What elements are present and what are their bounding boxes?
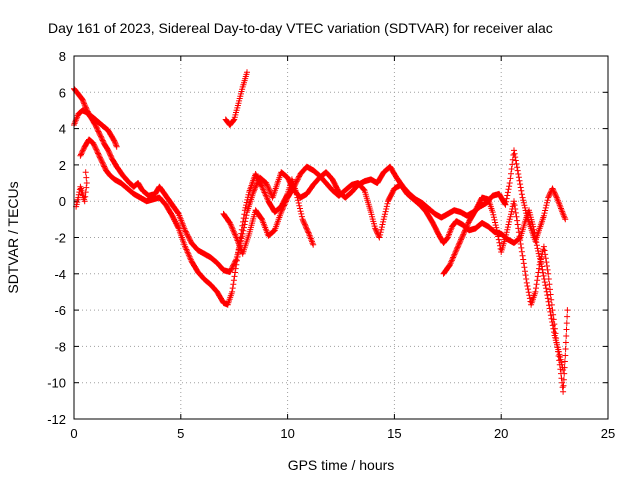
series-marker-path: [73, 169, 90, 210]
series-track-e: [440, 194, 571, 395]
y-tick-label: -6: [54, 303, 66, 318]
y-tick-label: -4: [54, 267, 66, 282]
series-track-b: [71, 107, 569, 275]
y-tick-label: -10: [47, 376, 66, 391]
x-tick-label: 0: [70, 426, 77, 441]
grid: [74, 56, 608, 419]
y-tick-label: -8: [54, 339, 66, 354]
series-track-g: [73, 169, 90, 210]
y-tick-label: 0: [59, 194, 66, 209]
y-axis-title: SDTVAR / TECUs: [5, 181, 21, 293]
series-marker-path: [440, 194, 571, 395]
x-axis-title: GPS time / hours: [288, 457, 395, 473]
series-marker-path: [220, 163, 567, 373]
y-tick-label: 2: [59, 158, 66, 173]
chart-title: Day 161 of 2023, Sidereal Day-to-day VTE…: [48, 20, 553, 36]
y-tick-label: -12: [47, 412, 66, 427]
x-tick-label: 25: [601, 426, 615, 441]
x-tick-label: 15: [387, 426, 401, 441]
plot-frame: [73, 55, 609, 420]
series-marker-path: [222, 69, 250, 128]
series-marker-path: [71, 107, 569, 275]
y-tick-label: 4: [59, 122, 66, 137]
series-track-d: [220, 163, 567, 373]
y-tick-label: -2: [54, 231, 66, 246]
tick-labels: 0 5 10 15 20 25 -12 -10 -8 -6 -4 -2 0 2 4 6 8: [47, 49, 615, 441]
x-tick-label: 10: [280, 426, 294, 441]
x-tick-label: 20: [494, 426, 508, 441]
series-track-f: [222, 69, 250, 128]
series-track-a: [71, 85, 120, 150]
series-marker-path: [71, 85, 120, 150]
y-tick-label: 6: [59, 85, 66, 100]
x-tick-label: 5: [177, 426, 184, 441]
y-tick-label: 8: [59, 49, 66, 64]
data-marks: [71, 69, 571, 395]
